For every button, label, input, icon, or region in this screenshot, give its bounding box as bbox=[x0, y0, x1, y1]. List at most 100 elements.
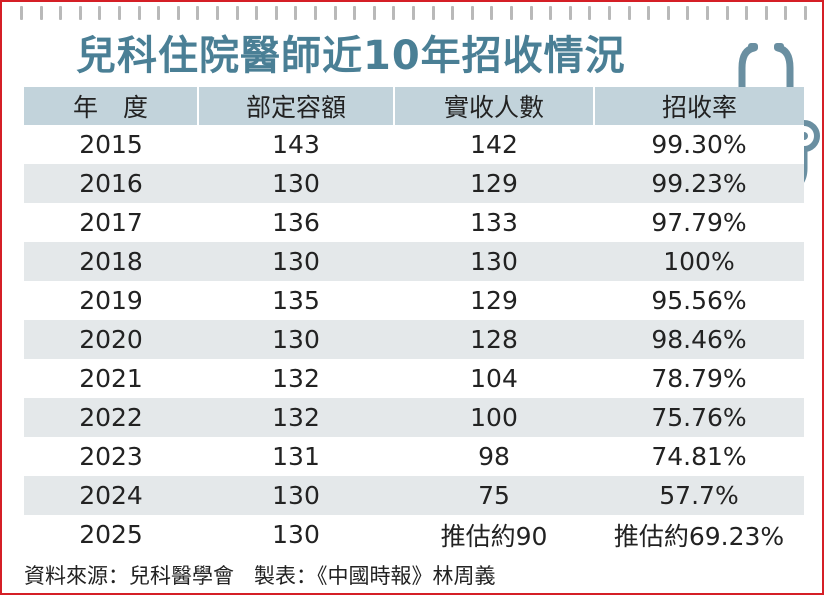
binding-tick bbox=[706, 6, 709, 20]
binding-tick bbox=[314, 6, 317, 20]
rate-cell: 100% bbox=[594, 242, 804, 281]
table-row: 2017 136 133 97.79% bbox=[24, 203, 804, 242]
binding-tick bbox=[216, 6, 219, 20]
binding-tick bbox=[490, 6, 494, 20]
notebook-binding bbox=[2, 6, 822, 22]
table-row: 2025 130 推估約90 推估約69.23% bbox=[24, 515, 804, 554]
quota-cell: 131 bbox=[198, 437, 394, 476]
binding-tick bbox=[294, 6, 298, 20]
binding-tick bbox=[274, 6, 278, 20]
binding-tick bbox=[392, 6, 396, 20]
binding-tick bbox=[59, 6, 63, 20]
column-header-year: 年 度 bbox=[24, 87, 199, 125]
binding-tick bbox=[568, 6, 572, 20]
quota-cell: 132 bbox=[198, 359, 394, 398]
binding-tick bbox=[666, 6, 670, 20]
table-row: 2018 130 130 100% bbox=[24, 242, 804, 281]
column-header-quota: 部定容額 bbox=[198, 87, 395, 125]
enrolled-cell: 98 bbox=[394, 437, 594, 476]
binding-tick bbox=[608, 6, 611, 20]
binding-tick bbox=[118, 6, 121, 20]
binding-tick bbox=[784, 6, 788, 20]
quota-cell: 130 bbox=[198, 320, 394, 359]
table-row: 2020 130 128 98.46% bbox=[24, 320, 804, 359]
rate-cell: 99.23% bbox=[594, 164, 804, 203]
year-cell: 2016 bbox=[24, 164, 198, 203]
quota-cell: 130 bbox=[198, 164, 394, 203]
chart-title: 兒科住院醫師近10年招收情況 bbox=[76, 33, 626, 79]
binding-tick bbox=[745, 6, 749, 20]
quota-cell: 135 bbox=[198, 281, 394, 320]
binding-tick bbox=[764, 6, 768, 20]
binding-tick bbox=[235, 6, 239, 20]
binding-tick bbox=[157, 6, 161, 20]
quota-cell: 130 bbox=[198, 515, 394, 554]
binding-tick bbox=[412, 6, 415, 20]
enrolled-cell: 128 bbox=[394, 320, 594, 359]
column-header-rate: 招收率 bbox=[594, 87, 804, 125]
table-row: 2015 143 142 99.30% bbox=[24, 125, 804, 164]
enrolled-cell: 129 bbox=[394, 281, 594, 320]
binding-tick bbox=[39, 6, 43, 20]
quota-cell: 130 bbox=[198, 242, 394, 281]
enrolled-cell: 104 bbox=[394, 359, 594, 398]
rate-cell: 75.76% bbox=[594, 398, 804, 437]
year-cell: 2022 bbox=[24, 398, 198, 437]
quota-cell: 130 bbox=[198, 476, 394, 515]
rate-cell: 99.30% bbox=[594, 125, 804, 164]
table-body: 2015 143 142 99.30% 2016 130 129 99.23% 2017 136 1… bbox=[24, 125, 804, 554]
quota-cell: 143 bbox=[198, 125, 394, 164]
binding-tick bbox=[20, 6, 23, 20]
enrolled-cell: 142 bbox=[394, 125, 594, 164]
credit-text: 製表：《中國時報》林周義 bbox=[254, 564, 496, 588]
binding-tick bbox=[549, 6, 553, 20]
binding-tick bbox=[510, 6, 513, 20]
column-header-enrolled: 實收人數 bbox=[394, 87, 595, 125]
binding-tick bbox=[451, 6, 455, 20]
year-cell: 2020 bbox=[24, 320, 198, 359]
binding-tick bbox=[333, 6, 337, 20]
binding-tick bbox=[686, 6, 690, 20]
binding-tick bbox=[725, 6, 729, 20]
rate-cell: 95.56% bbox=[594, 281, 804, 320]
rate-cell: 74.81% bbox=[594, 437, 804, 476]
year-cell: 2018 bbox=[24, 242, 198, 281]
binding-tick bbox=[196, 6, 200, 20]
binding-tick bbox=[431, 6, 435, 20]
binding-tick bbox=[529, 6, 533, 20]
rate-cell: 推估約69.23% bbox=[594, 515, 804, 554]
rate-cell: 97.79% bbox=[594, 203, 804, 242]
binding-tick bbox=[470, 6, 474, 20]
year-cell: 2017 bbox=[24, 203, 198, 242]
year-cell: 2024 bbox=[24, 476, 198, 515]
quota-cell: 132 bbox=[198, 398, 394, 437]
binding-tick bbox=[176, 6, 180, 20]
table-row: 2021 132 104 78.79% bbox=[24, 359, 804, 398]
table-row: 2016 130 129 99.23% bbox=[24, 164, 804, 203]
binding-tick bbox=[372, 6, 376, 20]
rate-cell: 98.46% bbox=[594, 320, 804, 359]
table-row: 2024 130 75 57.7% bbox=[24, 476, 804, 515]
enrolled-cell: 129 bbox=[394, 164, 594, 203]
quota-cell: 136 bbox=[198, 203, 394, 242]
binding-tick bbox=[647, 6, 651, 20]
table-row: 2022 132 100 75.76% bbox=[24, 398, 804, 437]
binding-tick bbox=[137, 6, 141, 20]
enrolled-cell: 75 bbox=[394, 476, 594, 515]
binding-tick bbox=[588, 6, 592, 20]
enrolled-cell: 推估約90 bbox=[394, 515, 594, 554]
enrolled-cell: 133 bbox=[394, 203, 594, 242]
data-table: 年 度 部定容額 實收人數 招收率 2015 143 142 99.30% 2016 13… bbox=[24, 87, 804, 554]
table-row: 2023 131 98 74.81% bbox=[24, 437, 804, 476]
header-row: 年 度 部定容額 實收人數 招收率 bbox=[24, 87, 804, 125]
binding-tick bbox=[627, 6, 631, 20]
rate-cell: 78.79% bbox=[594, 359, 804, 398]
source-note: 資料來源：兒科醫學會 製表：《中國時報》林周義 bbox=[24, 560, 496, 590]
source-text: 資料來源：兒科醫學會 bbox=[24, 564, 234, 588]
year-cell: 2023 bbox=[24, 437, 198, 476]
year-cell: 2015 bbox=[24, 125, 198, 164]
binding-tick bbox=[78, 6, 82, 20]
binding-tick bbox=[255, 6, 259, 20]
enrolled-cell: 100 bbox=[394, 398, 594, 437]
